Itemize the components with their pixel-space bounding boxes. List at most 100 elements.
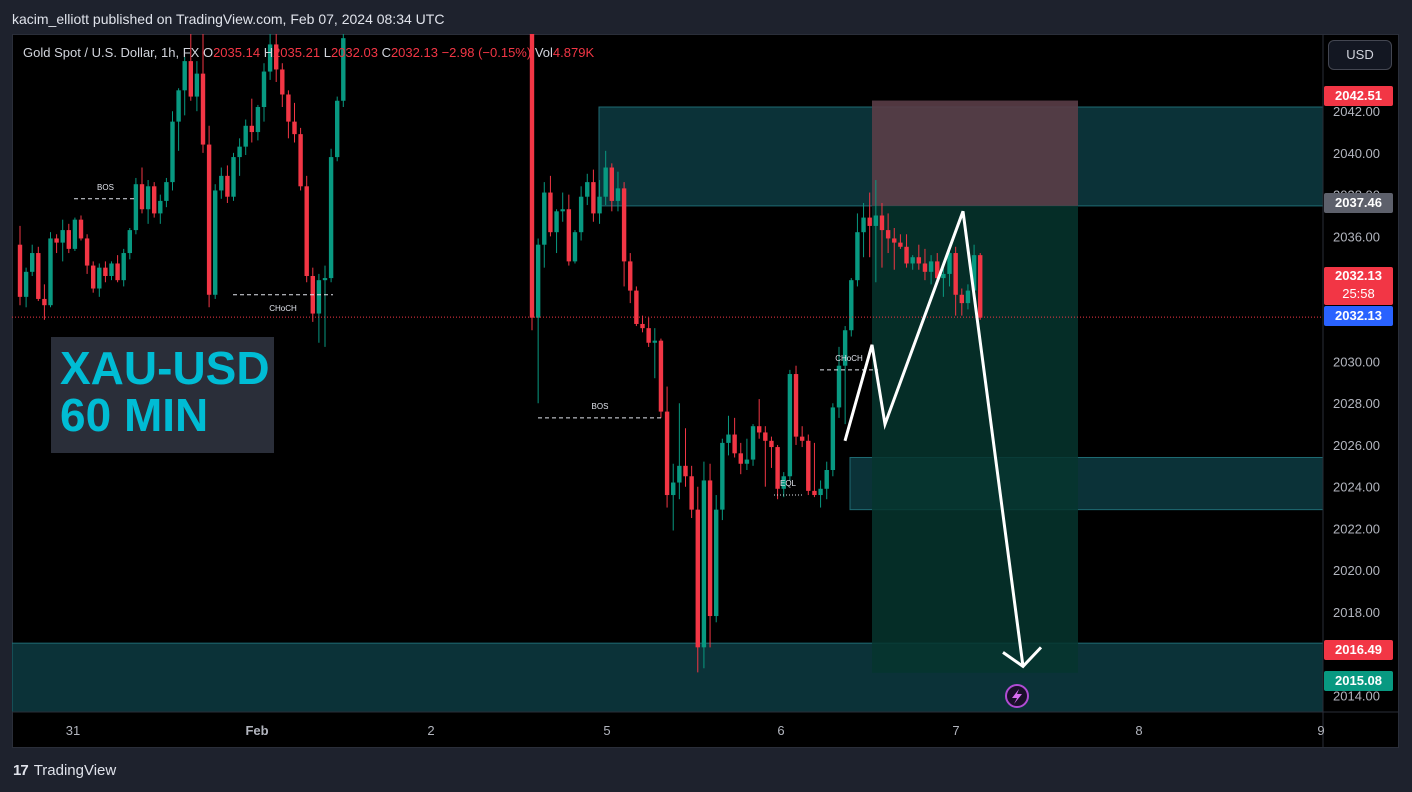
candle-body xyxy=(941,273,946,279)
candle-body xyxy=(824,470,829,489)
candle-body xyxy=(830,407,836,471)
candle-body xyxy=(965,290,971,304)
y-tick-label: 2026.00 xyxy=(1333,438,1380,453)
candle-body xyxy=(775,447,780,489)
structure-label: BOS xyxy=(592,402,609,411)
candle-body xyxy=(922,263,928,272)
symbol-legend: Gold Spot / U.S. Dollar, 1h, FX O2035.14… xyxy=(23,45,594,60)
candle-body xyxy=(292,121,297,135)
candle-body xyxy=(237,146,242,158)
price-chart[interactable]: BOSCHoCHBOSEQLCHoCH2014.002016.002018.00… xyxy=(12,34,1399,748)
candle-body xyxy=(701,480,707,648)
candle-body xyxy=(898,242,903,247)
candle-body xyxy=(298,134,303,187)
candle-body xyxy=(799,436,805,441)
candle-body xyxy=(54,238,59,243)
candle-body xyxy=(249,125,254,133)
candle-body xyxy=(109,263,114,276)
lower-demand-zone xyxy=(12,642,1324,713)
open-label: O xyxy=(202,45,214,60)
candle-body xyxy=(548,192,553,233)
candle-body xyxy=(84,238,90,266)
candle-body xyxy=(756,426,762,433)
currency-button[interactable]: USD xyxy=(1328,40,1392,70)
candle-body xyxy=(769,440,774,448)
candle-body xyxy=(578,196,584,233)
candle-body xyxy=(621,188,627,262)
y-tick-label: 2024.00 xyxy=(1333,480,1380,495)
candle-body xyxy=(971,255,977,291)
candle-body xyxy=(194,73,200,97)
candle-body xyxy=(628,261,633,291)
candle-body xyxy=(892,238,897,243)
footer-bar: 17 TradingView xyxy=(0,750,1412,792)
x-tick-label: 7 xyxy=(952,723,959,738)
candle-body xyxy=(609,167,615,201)
candle-body xyxy=(42,298,47,306)
candle-body xyxy=(286,94,291,122)
candle-body xyxy=(255,107,261,133)
price-tag: 2016.49 xyxy=(1324,640,1393,660)
candle-body xyxy=(17,244,23,297)
symbol-watermark: XAU-USD 60 MIN xyxy=(51,337,274,453)
candle-body xyxy=(916,257,922,264)
candle-body xyxy=(855,232,860,281)
candle-body xyxy=(787,374,793,477)
candle-body xyxy=(188,61,193,97)
candle-body xyxy=(953,253,958,295)
candle-body xyxy=(695,509,700,648)
candle-body xyxy=(115,263,120,281)
candle-body xyxy=(818,488,823,496)
candle-body xyxy=(664,411,670,496)
lightning-bolt-icon xyxy=(1012,689,1022,704)
candle-body xyxy=(225,175,230,197)
candle-body xyxy=(91,265,96,289)
candle-body xyxy=(121,253,126,281)
candle-body xyxy=(781,476,786,489)
candle-body xyxy=(164,182,169,201)
candle-body xyxy=(849,280,854,331)
candle-body xyxy=(885,230,891,239)
y-tick-label: 2030.00 xyxy=(1333,355,1380,370)
candle-body xyxy=(959,294,964,304)
publisher-text: kacim_elliott published on TradingView.c… xyxy=(12,11,445,27)
candle-body xyxy=(219,175,224,191)
change-value: −2.98 (−0.15%) xyxy=(441,45,532,60)
candle-body xyxy=(928,261,934,272)
watermark-line-1: XAU-USD xyxy=(60,342,270,394)
candle-body xyxy=(30,253,35,272)
candle-body xyxy=(867,217,872,226)
low-value: 2032.03 xyxy=(330,45,378,60)
candle-body xyxy=(763,432,768,441)
low-label: L xyxy=(323,45,331,60)
y-tick-label: 2028.00 xyxy=(1333,396,1380,411)
candle-body xyxy=(597,196,602,214)
candle-body xyxy=(720,442,725,510)
candle-body xyxy=(182,61,187,91)
candle-body xyxy=(560,209,565,212)
candle-body xyxy=(566,209,572,262)
y-tick-label: 2036.00 xyxy=(1333,229,1380,244)
candle-body xyxy=(658,340,664,412)
candle-body xyxy=(836,365,842,408)
tradingview-logo[interactable]: 17 TradingView xyxy=(13,762,116,779)
candle-body xyxy=(316,280,322,314)
candle-body xyxy=(78,219,84,239)
y-tick-label: 2018.00 xyxy=(1333,605,1380,620)
candle-body xyxy=(335,100,340,158)
brand-name: TradingView xyxy=(33,762,117,779)
candle-body xyxy=(280,69,285,95)
candle-body xyxy=(732,434,737,454)
candle-body xyxy=(267,44,273,72)
candle-body xyxy=(243,125,248,147)
candle-body xyxy=(978,255,983,318)
candle-body xyxy=(328,157,334,279)
candle-body xyxy=(213,190,218,295)
candle-body xyxy=(910,257,915,264)
close-value: 2032.13 xyxy=(390,45,438,60)
stop-loss-zone xyxy=(872,100,1078,206)
high-value: 2035.21 xyxy=(273,45,321,60)
x-tick-label: 31 xyxy=(66,723,80,738)
candle-body xyxy=(72,219,78,249)
candle-body xyxy=(683,465,688,477)
